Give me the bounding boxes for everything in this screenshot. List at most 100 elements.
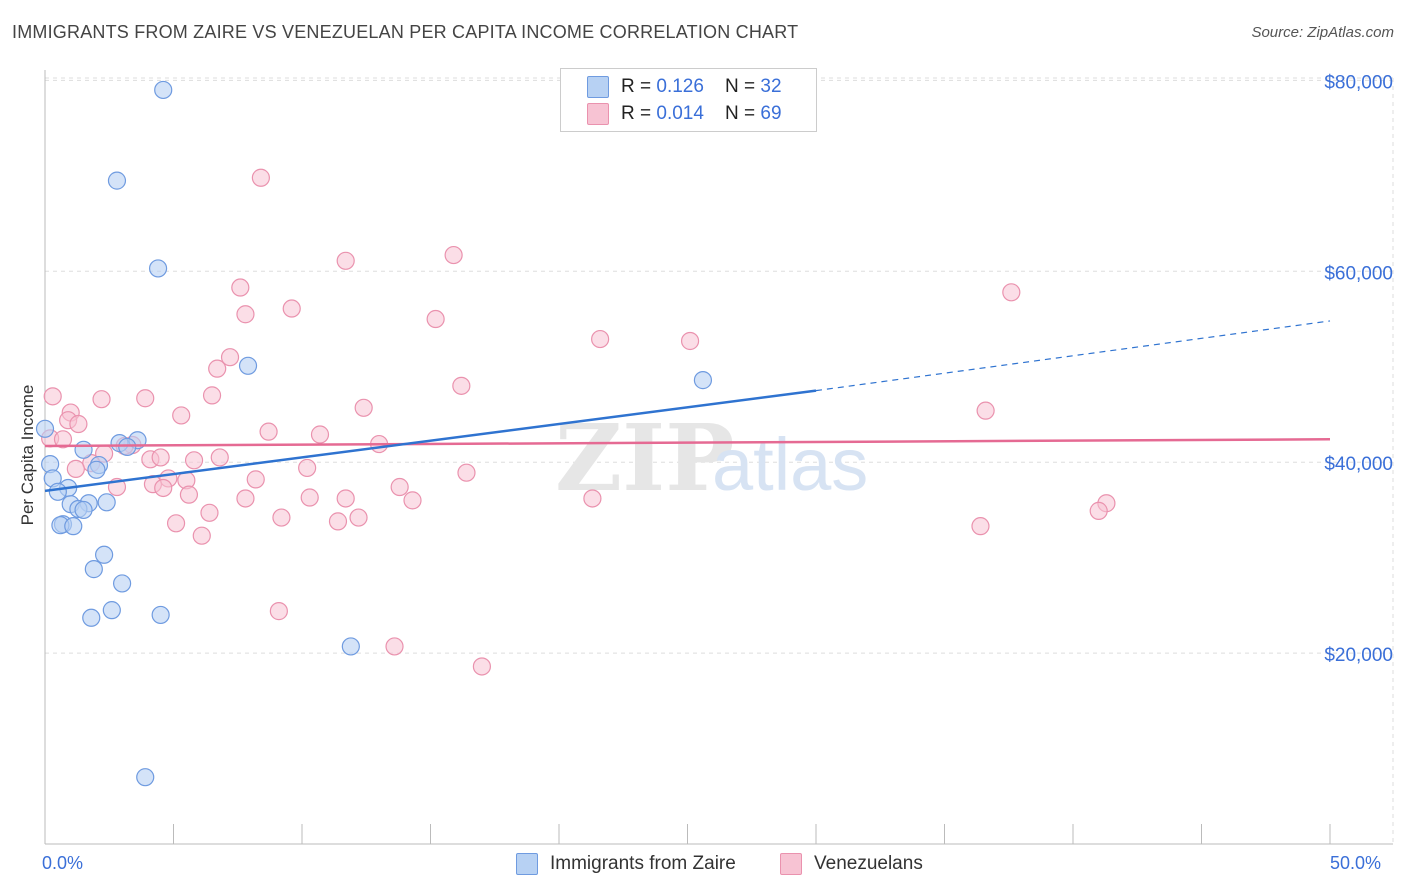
x-min-label: 0.0%: [42, 853, 84, 873]
venezuelans-point: [69, 414, 88, 434]
venezuelans-point: [259, 422, 278, 441]
legend-zaire-text: R = 0.126 N = 32: [621, 76, 782, 98]
source-credit: Source: ZipAtlas.com: [1251, 24, 1394, 41]
zaire-point: [84, 560, 103, 579]
legend-swatch-zaire: [587, 76, 609, 98]
y-tick-label: $80,000: [1324, 72, 1393, 93]
venezuelans-point: [236, 305, 255, 324]
zaire-point: [82, 608, 101, 627]
venezuelans-point: [426, 309, 445, 329]
bottom-legend-zaire: Immigrants from Zaire: [516, 853, 736, 875]
venezuelans-point: [151, 448, 170, 467]
bottom-legend-venezuelans: Venezuelans: [780, 853, 923, 875]
zaire-point: [97, 493, 116, 512]
zaire-point: [95, 545, 114, 564]
legend-venezuelans-n-value: 69: [760, 103, 782, 124]
zaire-point: [112, 574, 132, 593]
y-tick-label: $40,000: [1324, 454, 1393, 475]
venezuelans-point: [457, 463, 476, 482]
legend-swatch-venezuelans: [587, 103, 609, 125]
venezuelans-point: [154, 478, 173, 498]
bottom-legend-swatch-venezuelans: [780, 853, 802, 875]
venezuelans-point: [166, 514, 186, 533]
venezuelans-point: [179, 485, 199, 504]
zaire-point: [154, 80, 173, 100]
legend-venezuelans-text: R = 0.014 N = 69: [621, 103, 782, 125]
venezuelans-point: [1089, 501, 1108, 520]
zaire-point: [238, 356, 258, 375]
zaire-point: [136, 768, 155, 787]
venezuelans-point: [971, 517, 990, 536]
venezuelans-point: [336, 489, 355, 508]
zaire-points: [35, 80, 713, 787]
bottom-legend-swatch-zaire: [516, 853, 538, 875]
venezuelans-point: [444, 245, 463, 265]
y-tick-labels: $20,000 $40,000 $60,000 $80,000: [1324, 72, 1393, 666]
venezuelans-point: [583, 489, 602, 508]
venezuelans-point: [328, 512, 348, 531]
venezuelans-trend-line: [44, 438, 1331, 448]
zaire-point: [148, 259, 168, 278]
zaire-trend-line-extension: [815, 320, 1331, 392]
zaire-point: [118, 437, 137, 457]
zaire-trend-line: [44, 389, 817, 493]
y-axis-label: Per Capita Income: [18, 384, 37, 526]
venezuelans-point: [66, 459, 85, 478]
x-max-label: 50.0%: [1330, 853, 1382, 873]
venezuelans-point: [282, 299, 301, 318]
trend-lines: [44, 320, 1331, 493]
venezuelans-point: [92, 390, 111, 409]
legend-venezuelans-r-label: R =: [621, 103, 657, 124]
venezuelans-point: [136, 389, 155, 408]
venezuelans-point: [236, 489, 255, 508]
venezuelans-point: [354, 398, 373, 417]
chart-title: IMMIGRANTS FROM ZAIRE VS VENEZUELAN PER …: [12, 22, 799, 42]
venezuelans-point: [1002, 283, 1021, 302]
venezuelans-point: [172, 406, 191, 425]
y-tick-label: $20,000: [1324, 645, 1393, 666]
venezuelans-point: [220, 348, 240, 367]
zaire-point: [48, 482, 67, 501]
venezuelans-point: [208, 359, 227, 378]
zaire-point: [102, 601, 121, 620]
venezuelans-point: [976, 401, 995, 420]
venezuelans-point: [200, 503, 219, 522]
watermark: ZIP atlas: [555, 404, 868, 512]
venezuelans-point: [251, 168, 270, 187]
venezuelans-point: [452, 376, 471, 395]
legend-venezuelans-r-value: 0.014: [656, 103, 704, 124]
legend-zaire-n-label: N =: [725, 76, 761, 97]
legend-zaire-r-label: R =: [621, 76, 657, 97]
venezuelans-point: [472, 657, 491, 676]
zaire-point: [74, 500, 93, 520]
bottom-legend-label-venezuelans: Venezuelans: [814, 853, 923, 874]
venezuelans-point: [298, 458, 317, 478]
zaire-point: [64, 517, 83, 536]
venezuelans-point: [202, 386, 222, 405]
venezuelans-point: [591, 329, 610, 349]
zaire-point: [341, 637, 360, 656]
legend-zaire-r-value: 0.126: [656, 76, 704, 97]
zaire-point: [107, 171, 127, 190]
venezuelans-point: [390, 477, 409, 497]
venezuelans-point: [192, 526, 211, 545]
venezuelans-point: [184, 451, 204, 470]
zaire-point: [35, 419, 55, 438]
venezuelans-point: [269, 602, 288, 621]
venezuelans-point: [403, 491, 422, 510]
legend-venezuelans-n-label: N =: [725, 103, 761, 124]
watermark-atlas: atlas: [712, 423, 868, 506]
zaire-point: [74, 440, 93, 459]
venezuelans-point: [272, 508, 291, 527]
venezuelans-point: [680, 331, 700, 351]
venezuelans-point: [310, 425, 330, 444]
stats-legend: R = 0.126 N = 32 R = 0.014 N = 69: [560, 68, 817, 132]
venezuelans-point: [349, 508, 368, 527]
venezuelans-point: [210, 448, 229, 467]
venezuelans-point: [336, 251, 355, 270]
zaire-point: [87, 460, 106, 479]
venezuelans-point: [53, 430, 73, 449]
venezuelans-point: [246, 470, 265, 489]
legend-zaire-n-value: 32: [760, 76, 782, 97]
